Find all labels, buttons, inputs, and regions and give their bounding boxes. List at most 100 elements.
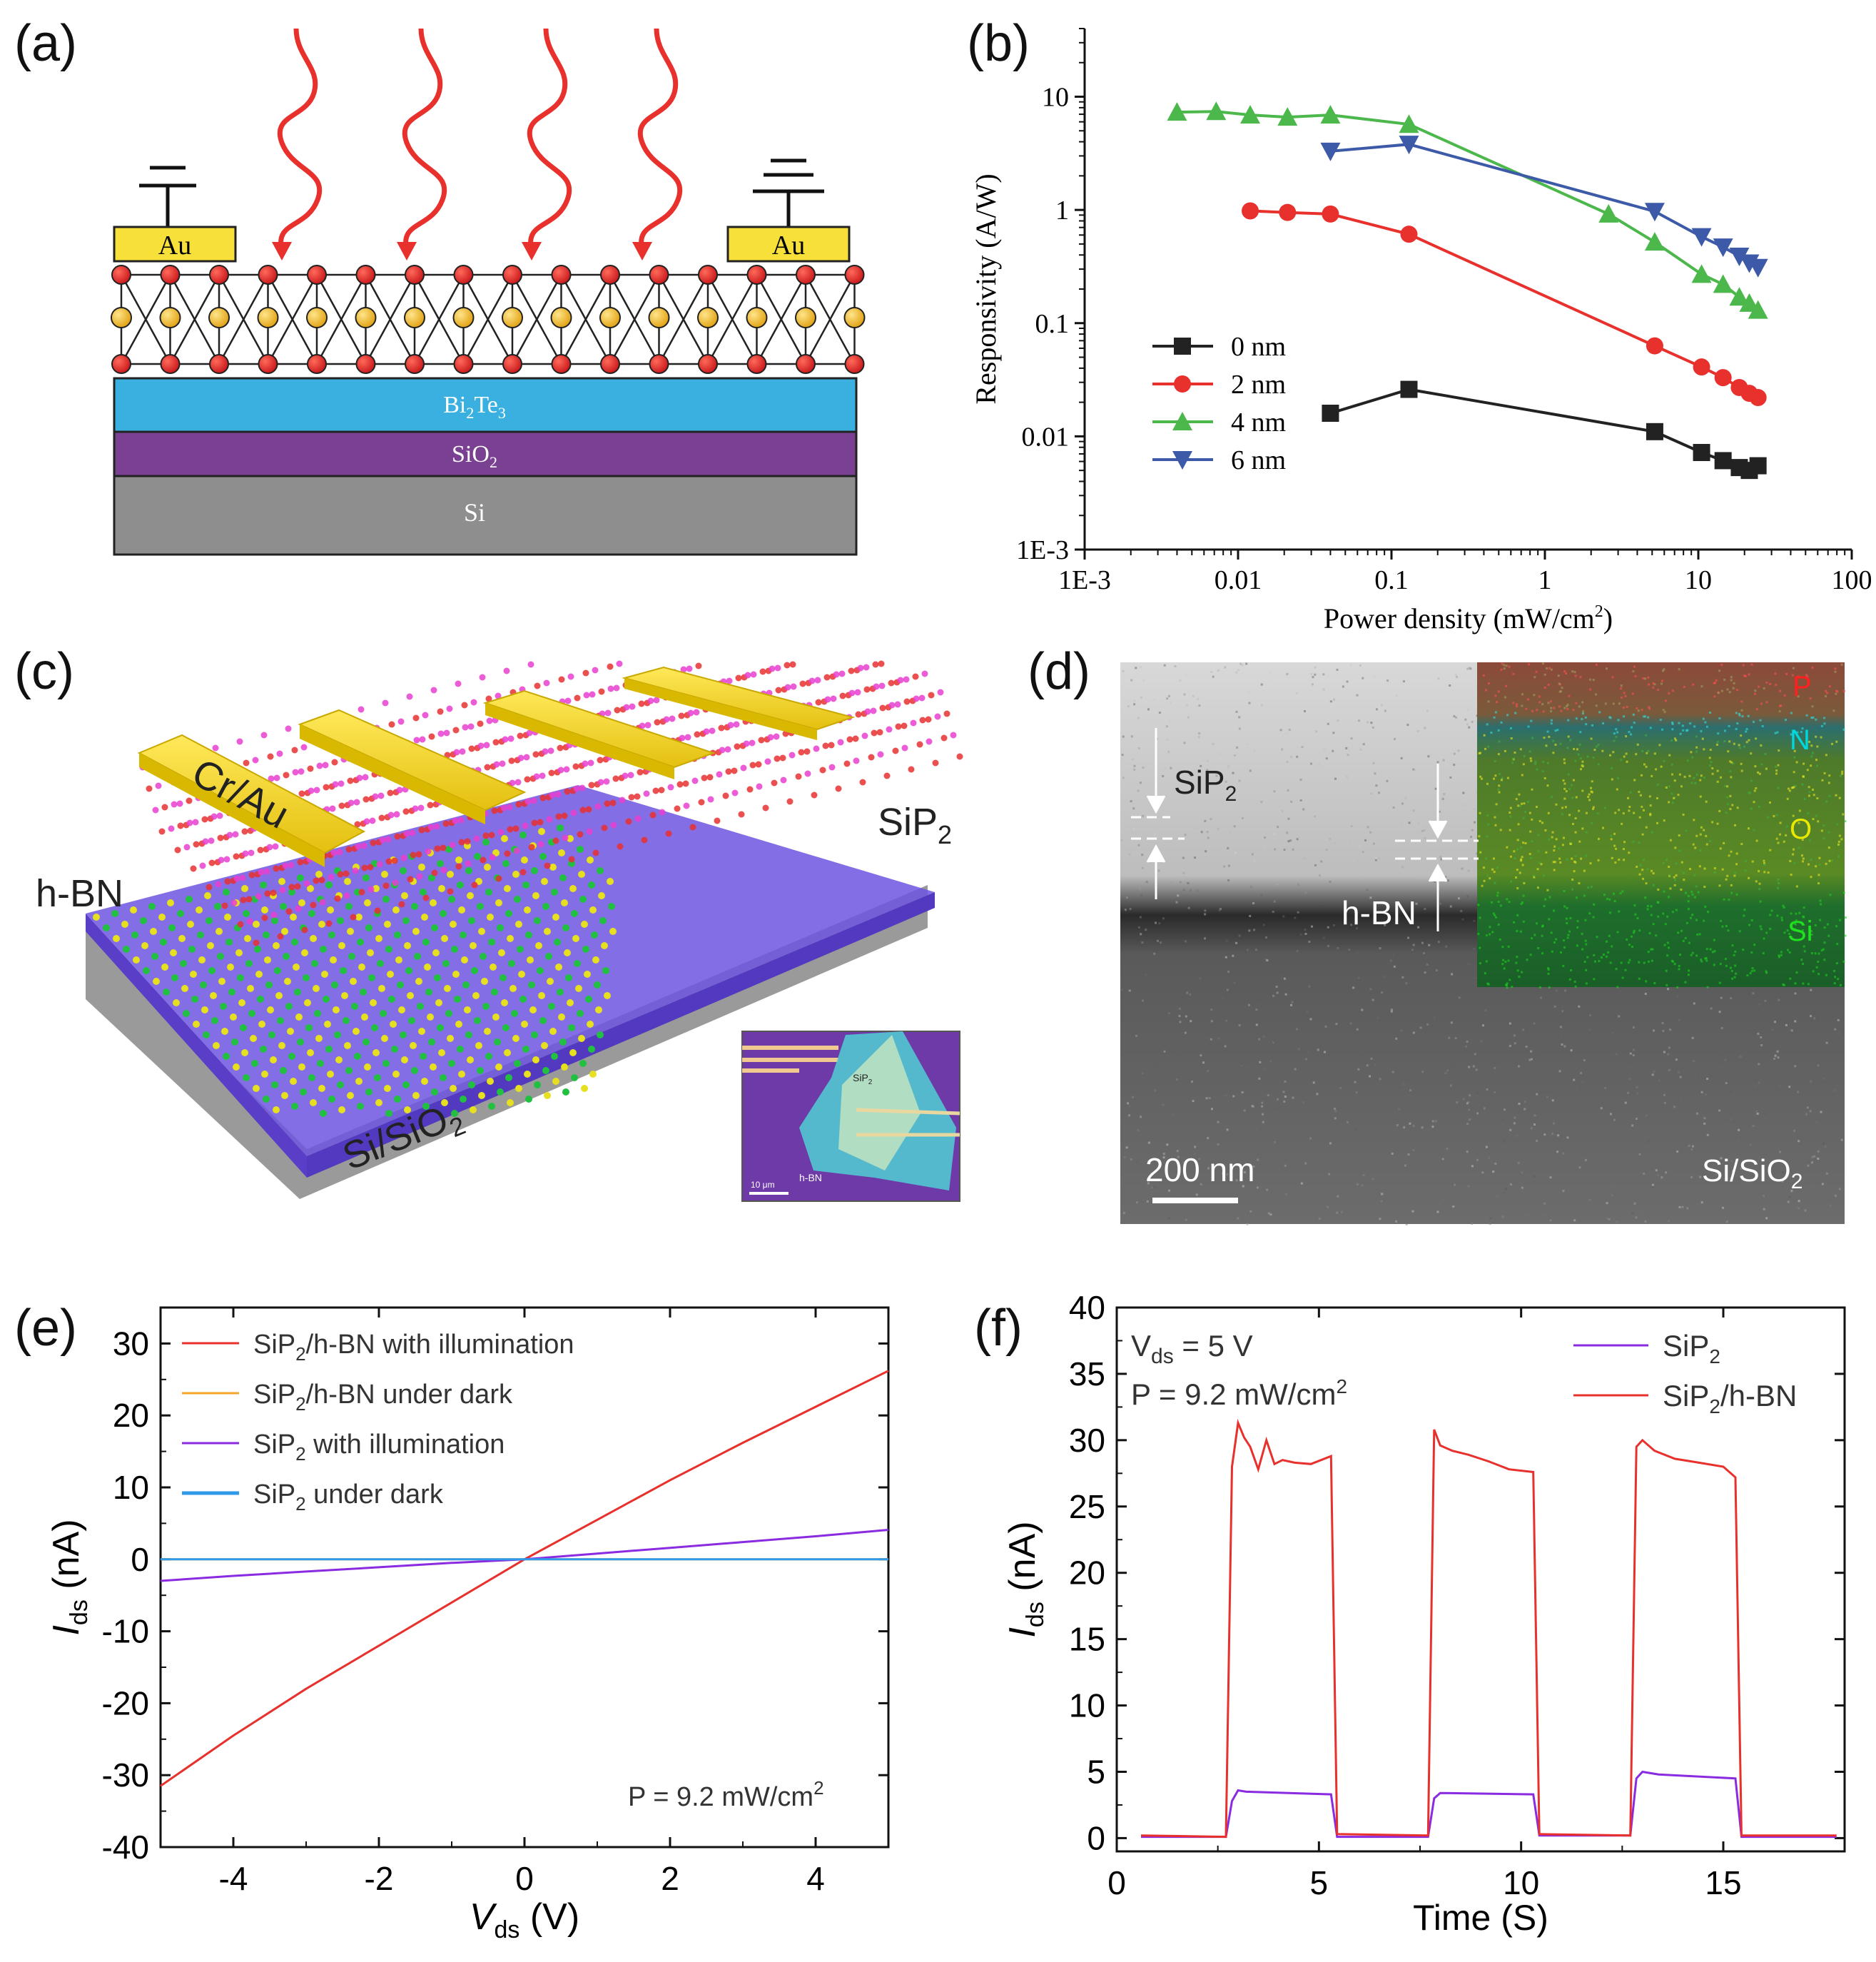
hbn-atom xyxy=(241,885,248,892)
tellurium-atom xyxy=(355,265,376,285)
panel-a-device-schematic: (a) Au xyxy=(14,15,866,556)
sip2-atom xyxy=(616,660,623,667)
sip2-atom xyxy=(431,869,438,876)
data-point xyxy=(1399,114,1419,133)
data-point xyxy=(1172,412,1192,430)
sip2-atom xyxy=(323,784,330,791)
sip2-atom xyxy=(462,724,469,731)
sip2-atom xyxy=(878,682,886,689)
sip2-atom xyxy=(524,798,532,805)
optical-image-inset: SiP2 h-BN 10 μm xyxy=(741,1031,960,1202)
sip2-atom xyxy=(480,856,487,864)
sip2-atom xyxy=(367,886,375,893)
sip2-atom xyxy=(350,914,357,921)
sip2-atom xyxy=(848,689,856,697)
sip2-atom xyxy=(786,798,794,805)
hbn-atom xyxy=(452,971,460,978)
hbn-atom xyxy=(121,921,128,928)
sip2-atom xyxy=(288,861,295,869)
hbn-atom xyxy=(354,1053,361,1060)
hbn-atom xyxy=(421,1078,428,1085)
tellurium-atom xyxy=(551,354,572,374)
sip2-atom xyxy=(243,759,250,767)
sip2-atom xyxy=(391,857,398,864)
data-point xyxy=(1713,274,1733,293)
panel-c-device-3d: (c) Cr/Au SiP2 h-BN Si/SiO2 SiP2 xyxy=(14,643,963,1202)
hbn-atom xyxy=(340,967,347,974)
data-point xyxy=(1739,293,1760,312)
sip2-atom xyxy=(515,801,522,808)
hbn-atom xyxy=(151,953,158,960)
y-tick-label: 20 xyxy=(1069,1554,1105,1592)
hbn-atom xyxy=(408,1017,415,1024)
hbn-atom xyxy=(260,1046,267,1053)
data-point xyxy=(1749,457,1767,475)
hbn-atom xyxy=(491,988,498,996)
sip2-atom xyxy=(612,775,619,782)
hbn-atom xyxy=(344,878,351,885)
sip2-atom xyxy=(410,851,417,859)
hbn-atom xyxy=(273,942,280,949)
hbn-atom xyxy=(592,956,599,964)
power-annotation: P = 9.2 mW/cm2 xyxy=(1131,1375,1347,1411)
sip2-atom xyxy=(864,708,871,715)
sip2-atom xyxy=(644,722,651,729)
tem-noise xyxy=(1120,662,1843,1225)
sip2-atom xyxy=(285,725,292,732)
hbn-atom xyxy=(384,1085,391,1092)
sip2-atom xyxy=(192,819,199,826)
series-line-2 xyxy=(160,1529,889,1582)
hbn-atom xyxy=(111,910,118,917)
sip2-atom xyxy=(201,816,208,823)
sip2-atom xyxy=(458,839,465,846)
bismuth-atom xyxy=(111,307,132,328)
sip2-atom xyxy=(272,843,279,850)
sip2-atom xyxy=(486,717,493,724)
hbn-atom xyxy=(178,935,186,942)
sip2-atom xyxy=(218,856,225,864)
hbn-atom xyxy=(478,928,485,935)
sip2-atom xyxy=(417,804,425,811)
hbn-atom xyxy=(191,996,198,1003)
hbn-atom xyxy=(211,1017,218,1024)
hbn-atom xyxy=(484,864,491,871)
sip2-atom xyxy=(853,757,860,764)
hbn-atom xyxy=(281,1092,288,1099)
sip2-atom xyxy=(570,809,577,816)
sip2-atom xyxy=(534,682,541,689)
hbn-atom xyxy=(334,1031,341,1038)
sip2-atom xyxy=(394,833,401,840)
hbn-atom xyxy=(207,942,214,949)
hbn-atom xyxy=(589,1071,597,1078)
sip2-atom xyxy=(888,679,895,687)
hbn-atom xyxy=(495,899,502,906)
sip2-atom xyxy=(774,755,781,762)
hbn-atom xyxy=(325,1046,333,1053)
hbn-atom xyxy=(474,1017,481,1024)
sip2-atom xyxy=(598,688,605,695)
sip2-atom xyxy=(872,661,879,668)
hbn-atom xyxy=(315,1035,323,1042)
hbn-atom xyxy=(578,1035,585,1042)
sip2-atom xyxy=(813,745,820,752)
tellurium-atom xyxy=(307,354,327,374)
sip2-atom xyxy=(956,753,963,760)
hbn-atom xyxy=(311,960,318,967)
sip2-atom xyxy=(773,733,780,740)
hbn-atom xyxy=(318,921,325,928)
hbn-atom xyxy=(481,978,488,985)
sip2-atom xyxy=(397,718,405,725)
hbn-atom xyxy=(204,892,211,899)
sip2-atom xyxy=(206,884,213,891)
sip2-atom xyxy=(579,806,587,814)
sip2-atom xyxy=(735,674,742,682)
sip2-atom xyxy=(926,738,933,745)
sip2-atom xyxy=(921,670,928,677)
sip2-atom xyxy=(329,805,336,812)
hbn-atom xyxy=(604,992,611,999)
sip2-atom xyxy=(564,788,571,795)
hbn-atom xyxy=(295,1013,303,1021)
sip2-atom xyxy=(925,716,932,723)
bismuth-atom xyxy=(502,307,523,328)
sip2-atom xyxy=(459,748,466,755)
